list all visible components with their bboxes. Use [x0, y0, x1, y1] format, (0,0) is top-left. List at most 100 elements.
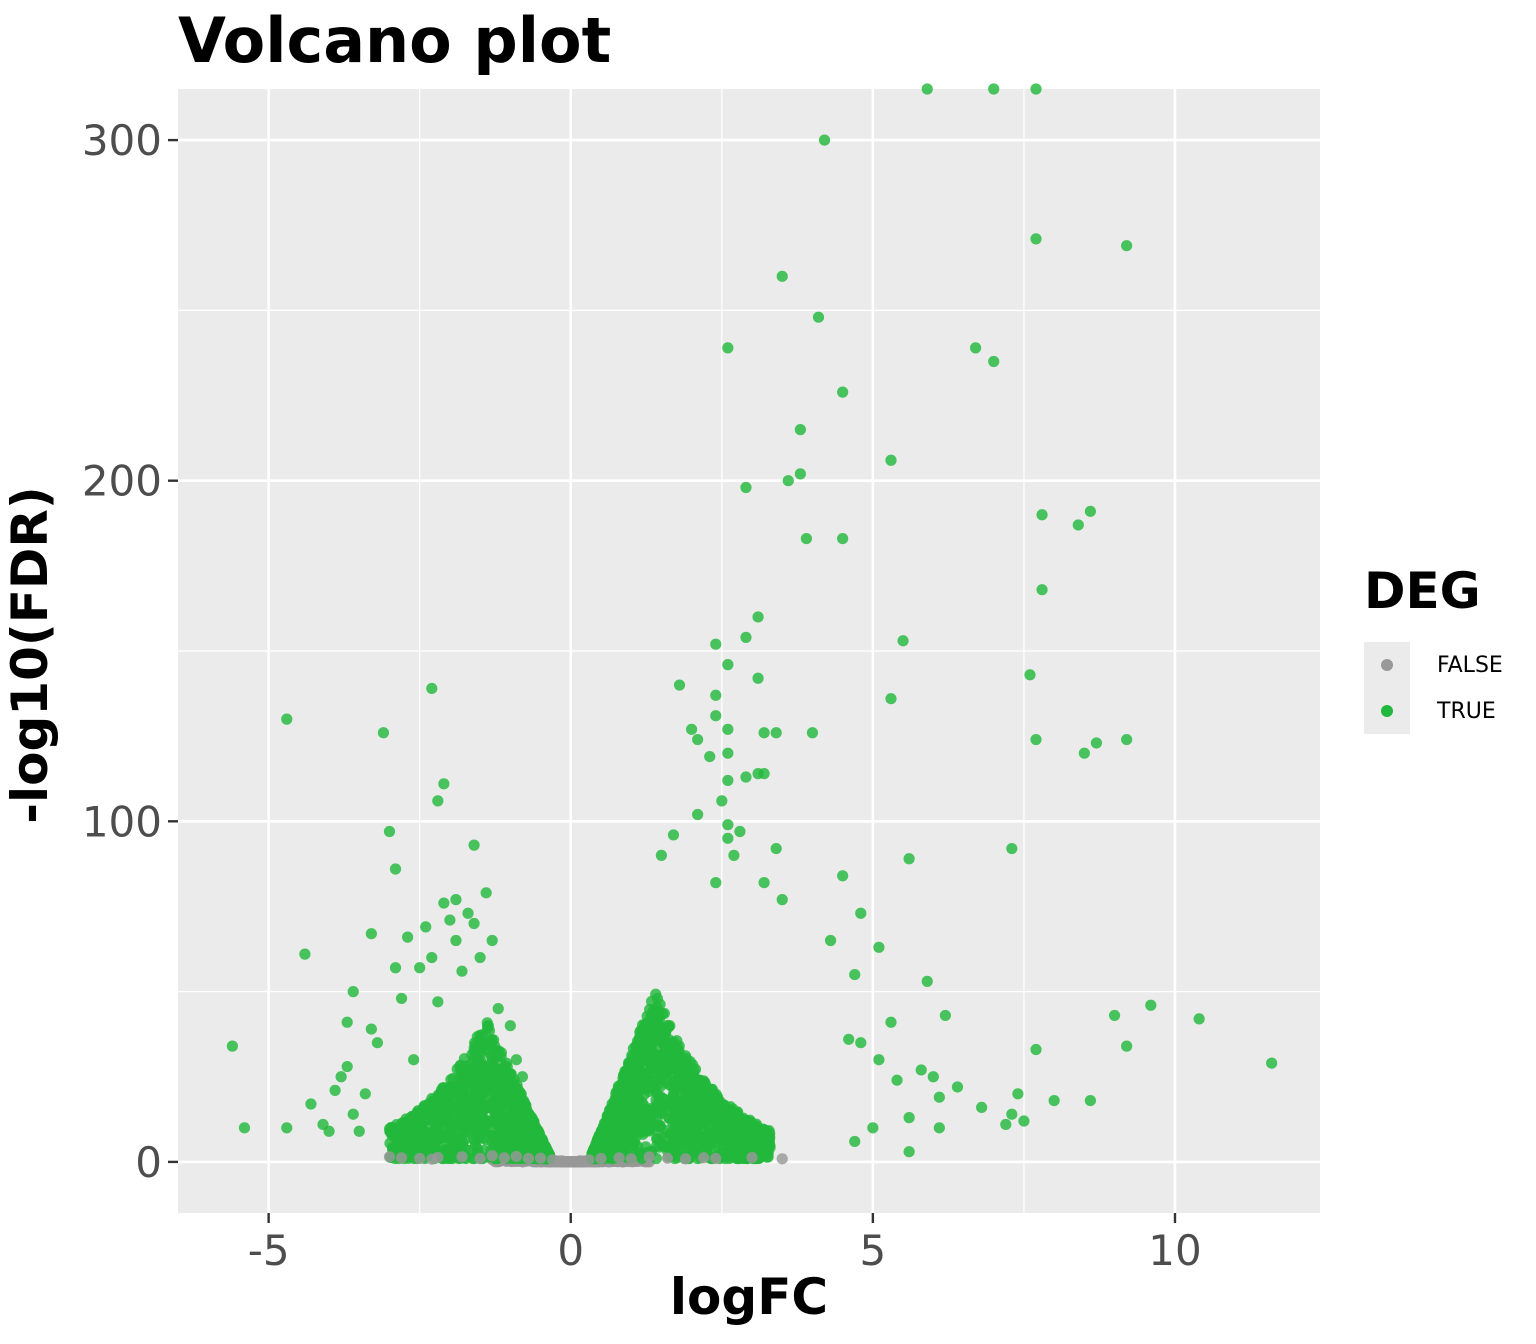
deg-true-point: [669, 1120, 681, 1132]
deg-true-point: [710, 638, 722, 650]
y-tick-label: 200: [82, 457, 162, 506]
deg-true-point: [305, 1098, 317, 1110]
deg-true-point: [359, 1088, 371, 1100]
deg-false-point: [522, 1152, 535, 1165]
deg-false-point: [565, 1155, 577, 1168]
deg-true-point: [735, 1139, 747, 1151]
deg-false-point: [661, 1152, 674, 1164]
deg-true-point: [776, 270, 788, 282]
deg-true-point: [329, 1084, 341, 1096]
legend-item-true: TRUE: [1364, 688, 1503, 734]
deg-true-point: [770, 842, 782, 855]
deg-true-point: [655, 1052, 668, 1064]
deg-true-point: [654, 1120, 666, 1132]
deg-true-point: [1078, 747, 1090, 759]
deg-true-point: [507, 1113, 519, 1126]
legend-label-true: TRUE: [1437, 698, 1496, 724]
deg-true-point: [655, 849, 667, 861]
deg-true-point: [723, 1146, 735, 1158]
deg-true-point: [651, 1133, 663, 1145]
deg-true-point: [438, 778, 450, 790]
deg-true-point: [468, 1052, 480, 1065]
deg-true-point: [611, 1139, 623, 1151]
deg-true-point: [639, 1125, 651, 1137]
deg-true-point: [1121, 240, 1133, 252]
deg-true-point: [1048, 1095, 1060, 1107]
legend-label-false: FALSE: [1437, 652, 1503, 678]
deg-true-point: [299, 948, 311, 960]
deg-true-point: [976, 1101, 988, 1114]
deg-true-point: [238, 1122, 251, 1134]
deg-true-point: [1000, 1118, 1012, 1131]
deg-true-point: [654, 998, 666, 1010]
deg-true-point: [353, 1125, 365, 1137]
deg-true-point: [1145, 999, 1157, 1011]
legend-dot-false-icon: [1381, 659, 1393, 671]
deg-true-point: [640, 1045, 652, 1057]
deg-true-point: [510, 1054, 522, 1066]
deg-true-point: [486, 934, 498, 947]
deg-true-point: [483, 1037, 495, 1049]
deg-true-point: [496, 1098, 509, 1110]
deg-true-point: [402, 1121, 414, 1133]
deg-true-point: [740, 631, 752, 643]
deg-true-point: [629, 1108, 642, 1120]
deg-true-point: [384, 1125, 396, 1138]
deg-true-point: [716, 795, 728, 807]
deg-true-point: [522, 1125, 535, 1137]
deg-true-point: [692, 808, 704, 821]
deg-true-point: [951, 1081, 964, 1093]
deg-true-point: [492, 1003, 504, 1015]
deg-true-point: [849, 968, 861, 981]
deg-false-point: [746, 1151, 758, 1164]
deg-true-point: [1012, 1088, 1024, 1100]
deg-true-point: [432, 795, 444, 807]
deg-true-point: [490, 1080, 502, 1092]
deg-true-point: [626, 1052, 638, 1064]
deg-true-point: [739, 1128, 751, 1141]
deg-true-point: [758, 768, 770, 780]
deg-true-point: [903, 1146, 915, 1158]
deg-true-point: [695, 1094, 707, 1106]
deg-true-point: [511, 1141, 523, 1153]
deg-true-point: [891, 1074, 903, 1086]
deg-true-point: [501, 1074, 514, 1086]
deg-true-point: [488, 1141, 501, 1153]
deg-true-point: [728, 849, 740, 861]
deg-false-point: [498, 1152, 510, 1164]
deg-true-point: [1090, 737, 1103, 749]
deg-true-point: [462, 907, 474, 919]
deg-false-point: [456, 1151, 468, 1163]
deg-true-point: [495, 1047, 507, 1059]
deg-true-point: [752, 611, 764, 623]
deg-true-point: [444, 914, 456, 926]
deg-true-point: [595, 1131, 607, 1143]
deg-true-point: [474, 951, 486, 964]
y-axis-label: -log10(FDR): [1, 486, 59, 824]
deg-true-point: [933, 1122, 945, 1134]
deg-true-point: [450, 934, 462, 947]
deg-true-point: [437, 1092, 449, 1104]
legend-key-true: [1364, 688, 1410, 734]
deg-true-point: [921, 975, 933, 987]
deg-true-point: [1036, 584, 1048, 596]
deg-true-point: [402, 931, 414, 943]
deg-true-point: [794, 424, 806, 436]
deg-true-point: [710, 877, 722, 889]
chart-title: Volcano plot: [178, 4, 612, 77]
deg-true-point: [806, 727, 819, 739]
deg-true-point: [646, 1063, 658, 1075]
legend-dot-true-icon: [1381, 705, 1393, 717]
deg-true-point: [427, 1111, 439, 1123]
deg-true-point: [438, 897, 450, 909]
deg-true-point: [700, 1138, 712, 1150]
deg-true-point: [1121, 1040, 1133, 1052]
deg-true-point: [812, 311, 825, 323]
deg-true-point: [903, 853, 915, 865]
deg-true-point: [480, 887, 492, 899]
deg-true-point: [1121, 733, 1133, 746]
deg-true-point: [664, 1100, 676, 1112]
deg-true-point: [682, 1062, 695, 1074]
deg-true-point: [671, 1152, 683, 1164]
